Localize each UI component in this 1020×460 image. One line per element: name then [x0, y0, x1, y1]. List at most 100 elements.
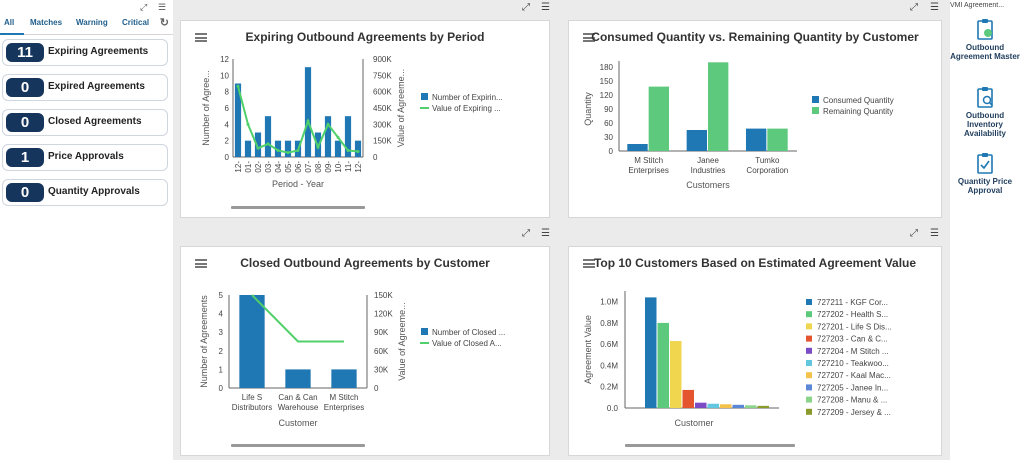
line-point	[276, 148, 280, 152]
legend-swatch	[806, 335, 812, 342]
y-tick-label: 3	[219, 328, 224, 337]
y-axis-title: Number of Agreements	[199, 295, 209, 388]
line-point	[246, 122, 250, 126]
chart-title: Consumed Quantity vs. Remaining Quantity…	[591, 30, 919, 44]
legend-label: 727211 - KGF Cor...	[817, 298, 888, 307]
y-tick-label: 0	[219, 384, 224, 393]
chart-panel-consumed: Consumed Quantity vs. Remaining Quantity…	[568, 20, 942, 218]
settings-icon[interactable]: ☰	[541, 2, 550, 13]
bar	[648, 86, 670, 151]
link-outbound-inventory-availability[interactable]: Outbound Inventory Availability	[950, 86, 1020, 138]
chart-title: Expiring Outbound Agreements by Period	[245, 30, 485, 44]
x-tick-label: 06-	[294, 161, 303, 173]
settings-icon[interactable]: ☰	[541, 228, 550, 239]
legend-label: 727208 - Manu & ...	[817, 396, 887, 405]
line-point	[316, 145, 320, 149]
settings-icon[interactable]: ☰	[158, 2, 167, 12]
y2-tick-label: 30K	[374, 365, 389, 374]
menu-icon[interactable]	[195, 259, 207, 268]
y2-tick-label: 90K	[374, 328, 389, 337]
line-point	[356, 150, 360, 154]
tab-critical[interactable]: Critical	[122, 18, 150, 27]
y2-tick-label: 300K	[373, 120, 392, 129]
legend-label: 727209 - Jersey & ...	[817, 408, 891, 417]
bar	[708, 62, 729, 152]
chart-scrollbar[interactable]	[231, 206, 365, 209]
expand-icon[interactable]: ⤢	[910, 228, 918, 239]
chart-panel-closed: Closed Outbound Agreements by Customer 0…	[180, 246, 550, 456]
y-tick-label: 0.2M	[600, 383, 618, 392]
y-tick-label: 4	[219, 310, 224, 319]
legend-swatch	[806, 384, 812, 391]
x-tick-label: Life S	[242, 393, 262, 402]
y2-tick-label: 150K	[373, 137, 392, 146]
menu-icon[interactable]	[583, 33, 595, 42]
bar	[627, 144, 648, 151]
clipboard-check-icon	[977, 153, 993, 174]
kpi-label: Quantity Approvals	[48, 186, 140, 197]
kpi-expiring-agreements[interactable]: 11 Expiring Agreements	[2, 39, 168, 66]
legend-label: 727203 - Can & C...	[817, 335, 888, 344]
bar	[720, 404, 732, 408]
y2-tick-label: 600K	[373, 88, 392, 97]
y2-tick-label: 120K	[374, 310, 393, 319]
bar	[686, 130, 707, 151]
expand-icon[interactable]: ⤢	[140, 2, 148, 12]
kpi-expired-agreements[interactable]: 0 Expired Agreements	[2, 74, 168, 101]
link-outbound-agreement-master[interactable]: Outbound Agreement Master	[950, 18, 1020, 61]
bar	[284, 140, 292, 157]
x-axis-title: Customer	[278, 418, 317, 428]
y-tick-label: 2	[219, 347, 224, 356]
kpi-count: 11	[6, 43, 44, 62]
bar	[707, 403, 719, 408]
x-tick-label: M Stitch	[330, 393, 359, 402]
x-tick-label: 02-	[254, 161, 263, 173]
kpi-panel: ⤢ ☰ All Matches Warning Critical ↻ 11 Ex…	[0, 0, 173, 460]
bar	[334, 140, 342, 157]
x-tick-label: 10-	[334, 161, 343, 173]
clipboard-icon	[977, 19, 993, 40]
bar	[254, 132, 262, 157]
y-axis-title: Quantity	[583, 92, 593, 126]
tab-matches[interactable]: Matches	[30, 18, 63, 27]
y-tick-label: 1	[219, 365, 224, 374]
y-tick-label: 30	[604, 133, 613, 142]
kpi-quantity-approvals[interactable]: 0 Quantity Approvals	[2, 179, 168, 206]
y2-tick-label: 750K	[373, 71, 392, 80]
x-tick-label: Industries	[691, 166, 726, 175]
y-tick-label: 8	[225, 88, 230, 97]
refresh-icon[interactable]: ↻	[159, 17, 169, 29]
legend-swatch	[806, 408, 812, 415]
clipboard-search-icon	[977, 87, 993, 108]
menu-icon[interactable]	[195, 33, 207, 42]
line-point	[306, 119, 310, 123]
x-axis-title: Customers	[686, 180, 730, 190]
bar	[324, 116, 332, 157]
link-label: Quantity Price Approval	[957, 177, 1013, 195]
y-tick-label: 0	[225, 153, 230, 162]
tab-all[interactable]: All	[4, 18, 15, 27]
legend-swatch	[421, 93, 428, 100]
tab-warning[interactable]: Warning	[76, 18, 108, 27]
chart-scrollbar[interactable]	[625, 444, 795, 447]
bar	[657, 322, 669, 408]
settings-icon[interactable]: ☰	[930, 2, 939, 13]
kpi-price-approvals[interactable]: 1 Price Approvals	[2, 144, 168, 171]
line-point	[266, 142, 270, 146]
menu-icon[interactable]	[583, 259, 595, 268]
bar	[682, 389, 694, 408]
expand-icon[interactable]: ⤢	[522, 2, 530, 13]
bar	[732, 404, 744, 408]
kpi-closed-agreements[interactable]: 0 Closed Agreements	[2, 109, 168, 136]
expand-icon[interactable]: ⤢	[522, 228, 530, 239]
settings-icon[interactable]: ☰	[930, 228, 939, 239]
link-label: Outbound Inventory Availability	[964, 111, 1006, 138]
y2-tick-label: 150K	[374, 291, 393, 300]
y2-axis-title: Value of Agreeme...	[397, 302, 407, 380]
link-quantity-price-approval[interactable]: Quantity Price Approval	[950, 152, 1020, 195]
expand-icon[interactable]: ⤢	[910, 2, 918, 13]
y2-tick-label: 0	[373, 153, 378, 162]
chart-scrollbar[interactable]	[231, 444, 365, 447]
x-tick-label: Can & Can	[278, 393, 317, 402]
